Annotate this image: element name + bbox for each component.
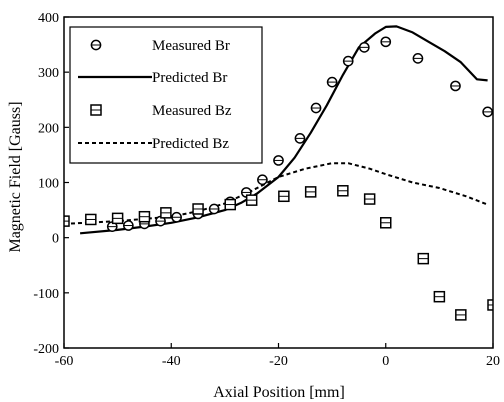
y-tick-label: 200 bbox=[38, 121, 59, 136]
measured-br-point bbox=[258, 175, 267, 184]
measured-bz-point bbox=[338, 186, 348, 196]
y-tick-label: 300 bbox=[38, 66, 59, 81]
measured-bz-point bbox=[161, 208, 171, 218]
measured-br-point bbox=[210, 204, 219, 213]
y-tick-label: -200 bbox=[33, 342, 59, 357]
x-tick-label: -40 bbox=[162, 354, 181, 369]
legend-predicted-br-label: Predicted Br bbox=[152, 70, 227, 86]
y-axis-label: Magnetic Field [Gauss] bbox=[7, 101, 24, 252]
y-tick-label: 0 bbox=[52, 232, 59, 247]
x-tick-label: 0 bbox=[382, 354, 389, 369]
y-tick-label: 100 bbox=[38, 177, 59, 192]
legend-measured-bz-label: Measured Bz bbox=[152, 103, 232, 119]
measured-bz-point bbox=[306, 187, 316, 197]
measured-bz-point bbox=[247, 195, 257, 205]
measured-bz-point bbox=[381, 218, 391, 228]
y-tick-label: -100 bbox=[33, 287, 59, 302]
measured-br-point bbox=[381, 37, 390, 46]
measured-bz-point bbox=[418, 254, 428, 264]
legend-measured-br-label: Measured Br bbox=[152, 38, 230, 54]
measured-bz-point bbox=[86, 214, 96, 224]
measured-bz-point bbox=[225, 200, 235, 210]
measured-br-point bbox=[328, 77, 337, 86]
measured-bz-point bbox=[456, 310, 466, 320]
measured-bz-point bbox=[434, 292, 444, 302]
x-axis-label: Axial Position [mm] bbox=[213, 384, 345, 401]
x-tick-label: -20 bbox=[269, 354, 288, 369]
measured-bz-point bbox=[193, 204, 203, 214]
legend-measured-bz-symbol bbox=[91, 105, 101, 115]
measured-bz-point bbox=[365, 194, 375, 204]
measured-br-point bbox=[124, 221, 133, 230]
measured-br-point bbox=[274, 156, 283, 165]
measured-br-point bbox=[295, 134, 304, 143]
predicted-bz-line bbox=[64, 163, 488, 224]
measured-br-point bbox=[451, 81, 460, 90]
measured-bz-point bbox=[113, 213, 123, 223]
measured-br-point bbox=[172, 213, 181, 222]
measured-br-point bbox=[483, 107, 492, 116]
measured-br-point bbox=[360, 43, 369, 52]
measured-br-point bbox=[413, 54, 422, 63]
legend-predicted-bz-label: Predicted Bz bbox=[152, 136, 229, 152]
y-tick-label: 400 bbox=[38, 11, 59, 26]
measured-bz-point bbox=[139, 212, 149, 222]
measured-bz-point bbox=[279, 191, 289, 201]
measured-br-point bbox=[344, 57, 353, 66]
x-tick-label: 20 bbox=[486, 354, 500, 369]
legend: Measured Br Predicted Br Measured Bz Predic… bbox=[70, 27, 262, 163]
legend-measured-br-symbol bbox=[91, 40, 100, 49]
measured-br-point bbox=[311, 103, 320, 112]
